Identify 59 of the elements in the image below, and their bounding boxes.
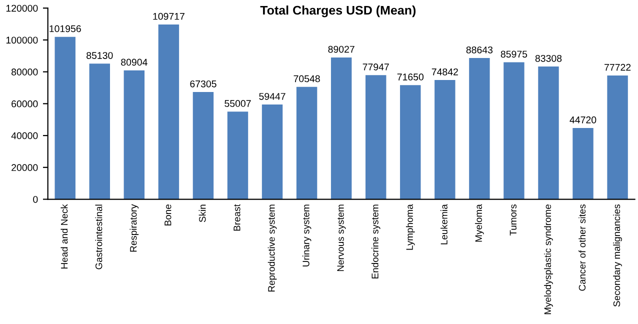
bar: [227, 112, 248, 200]
x-tick-label: Lymphoma: [406, 204, 415, 250]
bar: [89, 64, 110, 200]
x-tick-label: Skin: [198, 204, 206, 222]
bar: [400, 85, 421, 200]
data-label: 101956: [50, 25, 81, 32]
y-tick-label: 120000: [6, 4, 38, 12]
data-label: 71650: [397, 74, 424, 80]
chart-title: Total Charges USD (Mean): [260, 5, 416, 18]
bar: [192, 92, 214, 200]
bar: [296, 86, 318, 200]
data-label: 85130: [86, 52, 113, 59]
data-label: 44720: [570, 116, 596, 124]
data-label: 89027: [328, 46, 354, 53]
data-label: 67305: [190, 80, 216, 88]
x-tick-label: Leukemia: [440, 204, 448, 244]
data-label: 109717: [153, 12, 184, 20]
y-tick-label: 20000: [12, 164, 38, 172]
y-tick-label: 100000: [6, 36, 38, 44]
bar: [366, 75, 386, 200]
x-tick-label: Nervous system: [337, 204, 346, 272]
bar: [54, 36, 76, 200]
x-tick-label: Head and Neck: [60, 204, 68, 268]
x-tick-label: Myelodysplastic syndrome: [544, 204, 553, 314]
bar: [434, 80, 456, 200]
bar: [330, 57, 352, 200]
x-tick-label: Gastrointestinal: [95, 204, 102, 270]
bar: [538, 66, 559, 200]
bar: [504, 62, 524, 200]
x-tick-label: Reproductive system: [268, 204, 277, 292]
data-label: 55007: [224, 100, 251, 107]
x-tick-label: Bone: [164, 204, 172, 226]
data-label: 80904: [121, 58, 148, 66]
x-tick-label: Cancer of other sites: [578, 204, 586, 291]
data-label: 77947: [362, 64, 389, 70]
y-tick-label: 40000: [11, 132, 38, 140]
data-label: 85975: [500, 50, 528, 58]
x-tick-label: Breast: [234, 204, 240, 231]
data-label: 59447: [259, 92, 286, 100]
bar: [262, 104, 283, 200]
x-tick-label: Urinary system: [302, 204, 312, 266]
data-label: 83308: [535, 54, 562, 62]
data-label: 70548: [294, 75, 320, 82]
bar: [158, 24, 180, 200]
data-label: 74842: [432, 68, 458, 76]
bar: [607, 75, 628, 200]
x-tick-label: Myeloma: [475, 204, 484, 242]
data-label: 77722: [604, 64, 631, 71]
x-tick-label: Tumors: [510, 204, 516, 236]
y-tick-label: 0: [33, 196, 38, 203]
bar: [124, 70, 145, 200]
bar: [572, 128, 594, 200]
y-tick-label: 80000: [12, 68, 38, 76]
x-tick-label: Endocrine system: [371, 204, 380, 278]
x-tick-label: Secondary malignancies: [613, 204, 622, 307]
data-label: 88643: [466, 46, 493, 54]
bar: [469, 58, 490, 200]
y-tick-label: 60000: [12, 100, 38, 108]
x-tick-label: Respiratory: [130, 204, 139, 252]
